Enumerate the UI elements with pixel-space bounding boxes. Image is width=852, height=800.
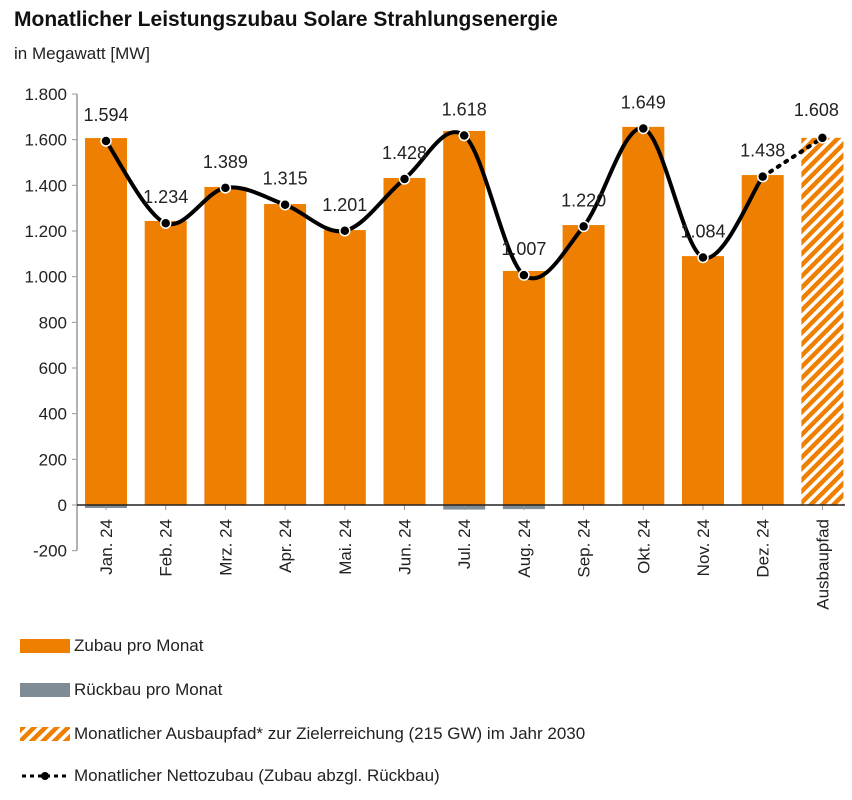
y-tick-label: 1.800	[24, 85, 67, 104]
legend-label: Monatlicher Ausbaupfad* zur Zielerreichu…	[74, 724, 586, 743]
y-tick-label: -200	[33, 542, 67, 561]
point-nettozubau	[518, 269, 530, 281]
point-nettozubau	[816, 132, 829, 144]
legend-swatch	[22, 772, 68, 780]
point-nettozubau	[100, 135, 112, 147]
bar-zubau	[264, 204, 307, 505]
legend-zubau: Zubau pro Monat	[20, 636, 203, 656]
data-label: 1.608	[794, 100, 839, 120]
data-label: 1.315	[263, 169, 308, 189]
data-label: 1.007	[501, 239, 546, 259]
point-nettozubau	[756, 170, 769, 183]
legend-label: Zubau pro Monat	[74, 636, 204, 655]
data-label: 1.618	[442, 100, 487, 120]
bar-zubau	[562, 225, 605, 505]
bar-zubau	[741, 175, 784, 505]
x-tick-label: Ausbaupfad	[813, 519, 832, 610]
bar-zubau	[144, 220, 187, 505]
bar-zubau	[323, 230, 366, 505]
legend-swatch	[20, 683, 70, 697]
point-nettozubau	[697, 251, 709, 264]
point-nettozubau	[458, 129, 470, 142]
bar-zubau	[682, 256, 724, 505]
bar-zubau	[204, 186, 247, 505]
y-tick-label: 600	[39, 359, 67, 378]
x-tick-label: Sep. 24	[575, 519, 594, 578]
y-tick-label: 200	[39, 450, 67, 469]
legend-swatch	[20, 727, 70, 741]
data-label: 1.234	[143, 187, 188, 207]
bar-zubau	[383, 178, 426, 505]
bar-zubau	[443, 130, 486, 506]
legend-rueckbau: Rückbau pro Monat	[20, 680, 222, 700]
x-tick-label: Mai. 24	[336, 519, 355, 575]
data-label: 1.389	[203, 152, 248, 172]
bar-zubau	[502, 270, 545, 505]
y-tick-label: 1.000	[24, 268, 67, 287]
y-tick-label: 0	[58, 496, 67, 515]
data-label: 1.649	[621, 92, 666, 112]
legend-label: Rückbau pro Monat	[74, 680, 223, 699]
chart-subtitle: in Megawatt [MW]	[14, 44, 151, 63]
x-tick-label: Feb. 24	[157, 519, 176, 577]
x-tick-label: Aug. 24	[515, 519, 534, 578]
x-tick-label: Okt. 24	[634, 519, 653, 574]
data-label: 1.438	[740, 141, 785, 161]
point-nettozubau	[577, 220, 590, 233]
y-tick-label: 800	[39, 313, 67, 332]
x-tick-label: Jul. 24	[455, 519, 474, 569]
bar-ausbaupfad	[801, 137, 844, 505]
data-label: 1.428	[382, 143, 427, 163]
point-nettozubau	[219, 182, 232, 194]
y-tick-label: 1.200	[24, 222, 67, 241]
data-label: 1.220	[561, 190, 606, 210]
chart-title: Monatlicher Leistungszubau Solare Strahl…	[14, 8, 558, 31]
point-nettozubau	[279, 198, 291, 211]
line-nettozubau-projection	[760, 135, 825, 179]
x-tick-label: Apr. 24	[276, 519, 295, 573]
x-tick-label: Jun. 24	[396, 519, 415, 575]
x-tick-label: Jan. 24	[97, 519, 116, 575]
y-tick-label: 400	[39, 405, 67, 424]
legend-nettozubau: Monatlicher Nettozubau (Zubau abzgl. Rüc…	[20, 766, 440, 786]
legend-label: Monatlicher Nettozubau (Zubau abzgl. Rüc…	[74, 766, 440, 785]
legend-ausbaupfad: Monatlicher Ausbaupfad* zur Zielerreichu…	[20, 724, 585, 744]
x-tick-label: Dez. 24	[754, 519, 773, 578]
legend-swatch	[20, 639, 70, 653]
x-tick-label: Mrz. 24	[216, 519, 235, 576]
bar-zubau	[622, 126, 665, 505]
data-label: 1.201	[322, 195, 367, 215]
point-nettozubau	[159, 217, 172, 229]
y-tick-label: 1.400	[24, 176, 67, 195]
bar-zubau	[85, 138, 127, 505]
point-nettozubau	[398, 173, 411, 185]
data-label: 1.594	[83, 105, 128, 125]
data-label: 1.084	[680, 221, 725, 241]
y-tick-label: 1.600	[24, 131, 67, 150]
point-nettozubau	[339, 225, 351, 237]
point-nettozubau	[637, 122, 650, 135]
x-tick-label: Nov. 24	[694, 519, 713, 576]
